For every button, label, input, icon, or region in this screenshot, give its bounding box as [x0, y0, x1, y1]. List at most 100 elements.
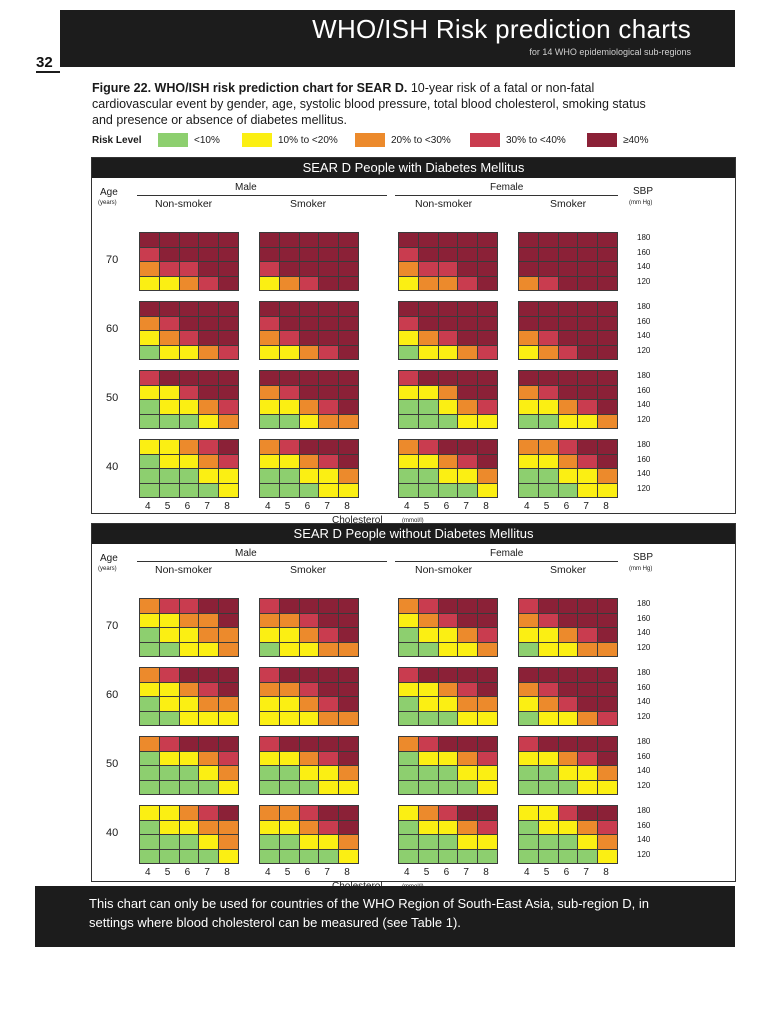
risk-cell [158, 598, 180, 614]
cholesterol-tick: 8 [603, 501, 609, 512]
risk-cell [218, 399, 239, 415]
risk-cell [278, 275, 300, 291]
risk-cell [278, 805, 300, 821]
risk-cell [537, 848, 559, 864]
risk-cell [417, 370, 439, 386]
risk-cell [477, 779, 498, 795]
risk-cell [537, 275, 559, 291]
risk-cell [577, 667, 599, 683]
risk-cell [178, 370, 200, 386]
risk-cell [298, 779, 320, 795]
risk-cell [259, 370, 280, 386]
risk-cell [259, 301, 280, 317]
sbp-value: 120 [637, 849, 651, 859]
cholesterol-tick: 8 [483, 867, 489, 878]
risk-cell [178, 246, 200, 262]
risk-cell [218, 482, 239, 498]
risk-cell [139, 330, 160, 346]
sbp-value: 140 [637, 835, 651, 844]
risk-cell [557, 627, 579, 643]
cholesterol-tick: 8 [344, 867, 350, 878]
risk-cell [557, 819, 579, 835]
risk-cell [278, 612, 300, 628]
risk-cell [298, 370, 320, 386]
age-label: Age [100, 187, 118, 198]
cholesterol-tick: 7 [583, 867, 589, 878]
risk-cell [338, 344, 359, 360]
risk-cell [577, 413, 599, 429]
sbp-value: 180 [637, 668, 651, 677]
risk-cell [178, 819, 200, 835]
sbp-value: 180 [637, 599, 651, 608]
age-value: 70 [106, 254, 119, 266]
figure-label: Figure 22. WHO/ISH risk prediction chart… [92, 81, 408, 95]
cholesterol-tick: 7 [204, 501, 210, 512]
risk-cell [218, 834, 239, 850]
risk-cell [259, 275, 280, 291]
risk-cell [457, 765, 479, 781]
risk-cell [178, 453, 200, 469]
cholesterol-tick: 6 [563, 867, 570, 878]
risk-cell [298, 765, 320, 781]
chart-panel-with-diabetes: SEAR D People with Diabetes Mellitus Age… [91, 157, 736, 526]
risk-cell [398, 696, 419, 712]
risk-cell [398, 819, 419, 835]
risk-cell [537, 641, 559, 657]
risk-cell [537, 261, 559, 277]
risk-cell [537, 736, 559, 752]
cholesterol-tick: 8 [483, 501, 489, 512]
risk-cell [338, 641, 359, 657]
risk-cell [398, 765, 419, 781]
risk-cell [158, 819, 180, 835]
risk-cell [158, 439, 180, 455]
footer-note: This chart can only be used for countrie… [89, 896, 650, 930]
risk-cell [597, 736, 618, 752]
risk-cell [457, 736, 479, 752]
female-label: Female [490, 548, 524, 559]
risk-cell [298, 468, 320, 484]
risk-cell [477, 315, 498, 331]
risk-cell [139, 413, 160, 429]
male-label: Male [235, 548, 257, 559]
risk-cell [298, 736, 320, 752]
cholesterol-tick: 6 [443, 867, 450, 878]
risk-cell [318, 482, 340, 498]
risk-cell [218, 848, 239, 864]
risk-cell [437, 805, 459, 821]
risk-cell [477, 413, 498, 429]
cholesterol-tick: 6 [304, 501, 311, 512]
risk-cell [338, 399, 359, 415]
risk-cell [218, 805, 239, 821]
risk-cell [477, 627, 498, 643]
risk-cell [259, 667, 280, 683]
risk-cell [318, 330, 340, 346]
cholesterol-tick: 4 [404, 867, 410, 878]
risk-cell [178, 667, 200, 683]
risk-cell [278, 765, 300, 781]
risk-cell [557, 330, 579, 346]
risk-cell [597, 344, 618, 360]
risk-cell [437, 246, 459, 262]
risk-cell [457, 848, 479, 864]
risk-cell [178, 344, 200, 360]
risk-cell [417, 641, 439, 657]
sbp-value: 120 [637, 414, 651, 424]
age-unit: (years) [98, 566, 117, 572]
age-value: 50 [106, 392, 119, 404]
risk-cell [537, 819, 559, 835]
risk-cell [338, 370, 359, 386]
risk-cell [178, 765, 200, 781]
risk-cell [338, 765, 359, 781]
risk-cell [298, 246, 320, 262]
risk-cell [318, 468, 340, 484]
risk-cell [398, 681, 419, 697]
risk-cell [577, 710, 599, 726]
risk-cell [477, 681, 498, 697]
risk-cell [417, 627, 439, 643]
risk-cell [158, 834, 180, 850]
risk-cell [178, 750, 200, 766]
risk-cell [557, 834, 579, 850]
risk-cell [518, 439, 539, 455]
risk-cell [437, 232, 459, 248]
risk-cell [398, 641, 419, 657]
